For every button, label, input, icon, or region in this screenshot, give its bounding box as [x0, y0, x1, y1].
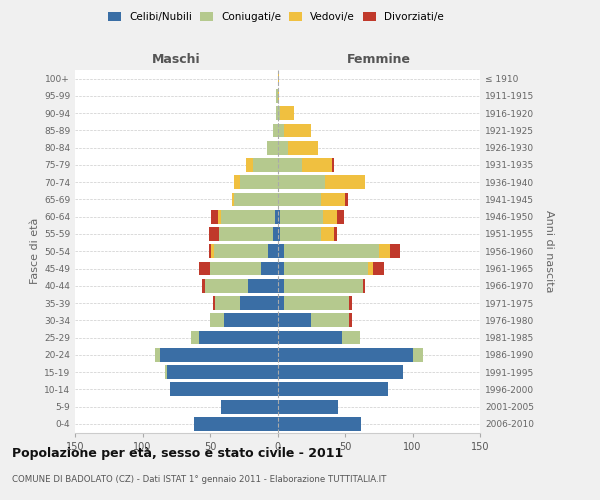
- Bar: [389, 244, 400, 258]
- Bar: [284, 296, 349, 310]
- Bar: [277, 262, 284, 276]
- Bar: [266, 141, 277, 154]
- Bar: [277, 158, 302, 172]
- Bar: [234, 176, 240, 189]
- Bar: [277, 382, 388, 396]
- Bar: [167, 365, 277, 379]
- Bar: [284, 262, 368, 276]
- Bar: [334, 227, 337, 241]
- Bar: [277, 279, 284, 292]
- Bar: [262, 262, 277, 276]
- Bar: [166, 365, 167, 379]
- Bar: [209, 227, 220, 241]
- Bar: [211, 244, 214, 258]
- Bar: [379, 244, 389, 258]
- Bar: [345, 192, 348, 206]
- Bar: [199, 262, 210, 276]
- Bar: [277, 176, 325, 189]
- Bar: [205, 279, 248, 292]
- Bar: [210, 262, 262, 276]
- Bar: [337, 210, 344, 224]
- Legend: Celibi/Nubili, Coniugati/e, Vedovi/e, Divorziati/e: Celibi/Nubili, Coniugati/e, Vedovi/e, Di…: [104, 8, 448, 26]
- Bar: [320, 227, 334, 241]
- Bar: [284, 279, 362, 292]
- Bar: [202, 279, 205, 292]
- Bar: [373, 262, 384, 276]
- Bar: [277, 72, 279, 86]
- Text: Popolazione per età, sesso e stato civile - 2011: Popolazione per età, sesso e stato civil…: [12, 448, 343, 460]
- Bar: [213, 296, 215, 310]
- Bar: [413, 348, 424, 362]
- Bar: [277, 106, 280, 120]
- Bar: [349, 296, 352, 310]
- Bar: [277, 296, 284, 310]
- Bar: [277, 124, 284, 138]
- Bar: [349, 314, 352, 327]
- Bar: [320, 192, 345, 206]
- Text: Maschi: Maschi: [152, 54, 200, 66]
- Bar: [215, 296, 240, 310]
- Bar: [268, 244, 277, 258]
- Bar: [210, 314, 223, 327]
- Bar: [221, 400, 277, 413]
- Bar: [277, 244, 284, 258]
- Bar: [362, 279, 365, 292]
- Bar: [220, 227, 274, 241]
- Bar: [274, 124, 277, 138]
- Y-axis label: Fasce di età: Fasce di età: [30, 218, 40, 284]
- Bar: [155, 348, 160, 362]
- Bar: [275, 210, 277, 224]
- Bar: [209, 244, 211, 258]
- Bar: [247, 158, 253, 172]
- Bar: [170, 382, 277, 396]
- Bar: [235, 192, 277, 206]
- Bar: [277, 365, 403, 379]
- Bar: [277, 89, 279, 103]
- Bar: [240, 296, 277, 310]
- Bar: [253, 158, 277, 172]
- Bar: [277, 348, 413, 362]
- Bar: [311, 314, 349, 327]
- Bar: [277, 400, 338, 413]
- Bar: [232, 192, 235, 206]
- Bar: [191, 330, 199, 344]
- Bar: [240, 176, 277, 189]
- Bar: [277, 192, 320, 206]
- Bar: [211, 210, 218, 224]
- Bar: [277, 141, 289, 154]
- Bar: [280, 227, 320, 241]
- Bar: [284, 244, 379, 258]
- Bar: [223, 314, 277, 327]
- Text: COMUNE DI BADOLATO (CZ) - Dati ISTAT 1° gennaio 2011 - Elaborazione TUTTITALIA.I: COMUNE DI BADOLATO (CZ) - Dati ISTAT 1° …: [12, 475, 386, 484]
- Bar: [218, 210, 221, 224]
- Bar: [331, 158, 334, 172]
- Bar: [277, 227, 280, 241]
- Bar: [280, 106, 294, 120]
- Bar: [214, 244, 268, 258]
- Bar: [194, 417, 277, 431]
- Bar: [277, 314, 311, 327]
- Bar: [199, 330, 277, 344]
- Bar: [277, 210, 280, 224]
- Y-axis label: Anni di nascita: Anni di nascita: [544, 210, 554, 292]
- Bar: [160, 348, 277, 362]
- Bar: [221, 210, 275, 224]
- Bar: [325, 176, 365, 189]
- Bar: [342, 330, 360, 344]
- Bar: [289, 141, 318, 154]
- Bar: [248, 279, 277, 292]
- Bar: [277, 417, 361, 431]
- Bar: [284, 124, 311, 138]
- Bar: [280, 210, 323, 224]
- Bar: [276, 89, 277, 103]
- Bar: [274, 227, 277, 241]
- Text: Femmine: Femmine: [347, 54, 411, 66]
- Bar: [368, 262, 373, 276]
- Bar: [276, 106, 277, 120]
- Bar: [277, 330, 342, 344]
- Bar: [302, 158, 331, 172]
- Bar: [323, 210, 337, 224]
